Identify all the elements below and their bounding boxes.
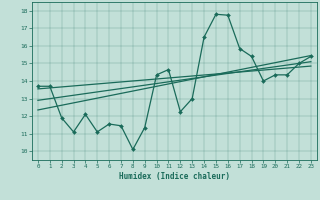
X-axis label: Humidex (Indice chaleur): Humidex (Indice chaleur): [119, 172, 230, 181]
